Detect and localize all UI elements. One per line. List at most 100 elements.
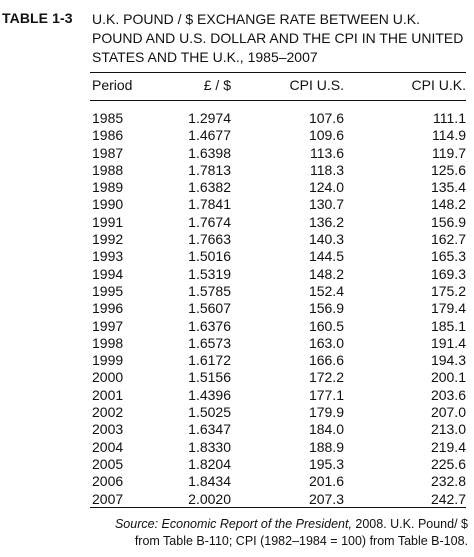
- cell-period: 1997: [92, 317, 124, 334]
- cell-cpi-us: 152.4: [308, 282, 344, 299]
- cell-exchange-rate: 1.5025: [188, 404, 231, 421]
- cell-cpi-us: 188.9: [308, 438, 344, 455]
- table-row: 2006 1.8434 201.6 232.8: [0, 473, 474, 490]
- cell-exchange-rate: 1.7663: [188, 231, 231, 248]
- cell-cpi-us: 184.0: [308, 421, 344, 438]
- table-row: 1987 1.6398 113.6 119.7: [0, 145, 474, 162]
- cell-exchange-rate: 1.4396: [188, 386, 231, 403]
- cell-exchange-rate: 1.7813: [188, 161, 231, 178]
- table-row: 1996 1.5607 156.9 179.4: [0, 300, 474, 317]
- table-row: 1986 1.4677 109.6 114.9: [0, 127, 474, 144]
- cell-exchange-rate: 1.6376: [188, 317, 231, 334]
- cell-cpi-uk: 162.7: [430, 231, 466, 248]
- table-row: 1991 1.7674 136.2 156.9: [0, 214, 474, 231]
- cell-cpi-uk: 213.0: [430, 421, 466, 438]
- cell-cpi-uk: 200.1: [430, 369, 466, 386]
- table-row: 1992 1.7663 140.3 162.7: [0, 231, 474, 248]
- column-header-cpi-us: CPI U.S.: [289, 77, 344, 93]
- table-top-rule: [90, 72, 466, 73]
- table-row: 2005 1.8204 195.3 225.6: [0, 456, 474, 473]
- cell-cpi-uk: 125.6: [430, 161, 466, 178]
- table-row: 2007 2.0020 207.3 242.7: [0, 491, 474, 508]
- cell-period: 2003: [92, 421, 124, 438]
- table-label: TABLE 1-3: [2, 10, 73, 26]
- cell-cpi-uk: 114.9: [432, 127, 466, 144]
- cell-cpi-us: 166.6: [308, 352, 344, 369]
- cell-cpi-uk: 203.6: [430, 386, 466, 403]
- cell-exchange-rate: 2.0020: [188, 490, 231, 507]
- table-row: 2000 1.5156 172.2 200.1: [0, 369, 474, 386]
- table-row: 1990 1.7841 130.7 148.2: [0, 196, 474, 213]
- table-row: 1999 1.6172 166.6 194.3: [0, 352, 474, 369]
- cell-period: 1999: [92, 352, 124, 369]
- cell-cpi-uk: 169.3: [430, 265, 466, 282]
- cell-exchange-rate: 1.8330: [188, 438, 231, 455]
- cell-cpi-us: 207.3: [308, 490, 344, 507]
- cell-period: 1988: [92, 161, 124, 178]
- cell-exchange-rate: 1.6347: [188, 421, 231, 438]
- cell-period: 2005: [92, 455, 124, 472]
- cell-cpi-us: 109.6: [308, 127, 344, 144]
- cell-period: 1995: [92, 282, 124, 299]
- cell-cpi-us: 156.9: [308, 300, 344, 317]
- cell-cpi-us: 160.5: [308, 317, 344, 334]
- cell-period: 2000: [92, 369, 124, 386]
- cell-exchange-rate: 1.4677: [188, 127, 231, 144]
- table-row: 1998 1.6573 163.0 191.4: [0, 335, 474, 352]
- cell-cpi-uk: 219.4: [430, 438, 466, 455]
- cell-cpi-us: 130.7: [308, 196, 344, 213]
- cell-exchange-rate: 1.7674: [188, 213, 231, 230]
- table-row: 2004 1.8330 188.9 219.4: [0, 439, 474, 456]
- cell-cpi-uk: 194.3: [430, 352, 466, 369]
- cell-exchange-rate: 1.5607: [188, 300, 231, 317]
- cell-cpi-uk: 232.8: [430, 473, 466, 490]
- cell-cpi-uk: 156.9: [430, 213, 466, 230]
- table-row: 1989 1.6382 124.0 135.4: [0, 179, 474, 196]
- cell-period: 1985: [92, 110, 124, 126]
- cell-exchange-rate: 1.6398: [188, 144, 231, 161]
- cell-period: 2001: [92, 386, 124, 403]
- table-row: 1985 1.2974 107.6 111.1: [0, 110, 474, 127]
- cell-period: 1987: [92, 144, 124, 161]
- cell-exchange-rate: 1.5016: [188, 248, 231, 265]
- source-label: Source:: [114, 517, 159, 531]
- cell-cpi-uk: 175.2: [430, 282, 466, 299]
- column-header-exchange-rate: £ / $: [203, 77, 231, 93]
- cell-exchange-rate: 1.5319: [188, 265, 231, 282]
- cell-cpi-us: 177.1: [308, 386, 344, 403]
- table-row: 2002 1.5025 179.9 207.0: [0, 404, 474, 421]
- cell-cpi-uk: 119.7: [432, 144, 466, 161]
- cell-period: 1986: [92, 127, 124, 144]
- cell-cpi-uk: 225.6: [430, 455, 466, 472]
- cell-period: 1989: [92, 179, 124, 196]
- table-row: 2001 1.4396 177.1 203.6: [0, 387, 474, 404]
- cell-cpi-us: 140.3: [308, 231, 344, 248]
- column-header-period: Period: [92, 77, 133, 93]
- cell-period: 2004: [92, 438, 124, 455]
- header-rule: [90, 100, 466, 101]
- table-row: 1988 1.7813 118.3 125.6: [0, 162, 474, 179]
- cell-exchange-rate: 1.7841: [188, 196, 231, 213]
- table-bottom-rule: [90, 507, 466, 508]
- cell-period: 1991: [92, 213, 124, 230]
- cell-period: 1996: [92, 300, 124, 317]
- cell-period: 1994: [92, 265, 124, 282]
- cell-cpi-us: 144.5: [308, 248, 344, 265]
- source-note: Source: Economic Report of the President…: [92, 516, 468, 550]
- cell-cpi-uk: 179.4: [430, 300, 466, 317]
- table-title: U.K. POUND / $ EXCHANGE RATE BETWEEN U.K…: [92, 11, 464, 65]
- cell-cpi-uk: 207.0: [430, 404, 466, 421]
- cell-cpi-uk: 185.1: [430, 317, 466, 334]
- cell-cpi-uk: 191.4: [430, 334, 466, 351]
- cell-cpi-uk: 242.7: [430, 490, 466, 507]
- table-row: 1995 1.5785 152.4 175.2: [0, 283, 474, 300]
- cell-period: 1993: [92, 248, 124, 265]
- cell-cpi-us: 136.2: [308, 213, 344, 230]
- table-body: 1985 1.2974 107.6 111.1 1986 1.4677 109.6 114.9…: [0, 110, 474, 508]
- cell-exchange-rate: 1.8434: [188, 473, 231, 490]
- cell-cpi-uk: 165.3: [430, 248, 466, 265]
- cell-cpi-us: 148.2: [308, 265, 344, 282]
- source-publication: Economic Report of the President,: [161, 517, 352, 531]
- cell-period: 1998: [92, 334, 124, 351]
- cell-period: 1990: [92, 196, 124, 213]
